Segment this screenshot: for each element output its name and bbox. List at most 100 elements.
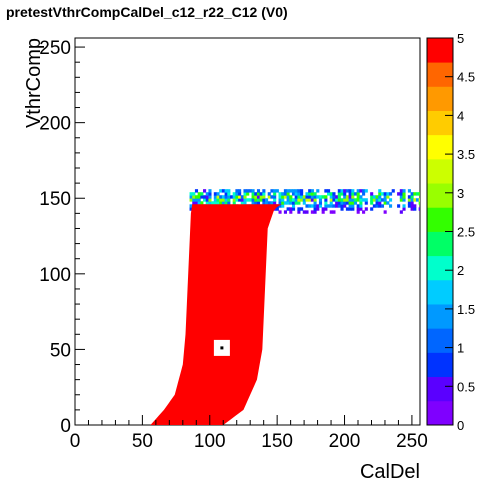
heatmap-cell bbox=[224, 192, 228, 196]
heatmap-cell bbox=[297, 195, 301, 199]
heatmap-cell bbox=[256, 195, 261, 199]
heatmap-cell bbox=[337, 189, 341, 193]
heatmap-cell bbox=[203, 195, 207, 199]
heatmap-cell bbox=[248, 198, 252, 202]
heatmap-cell bbox=[291, 189, 296, 193]
heatmap-cell bbox=[227, 189, 231, 193]
heatmap-cell bbox=[337, 201, 341, 205]
heatmap-cell bbox=[219, 195, 223, 199]
heatmap-cell bbox=[235, 192, 239, 196]
palette-swatch bbox=[427, 328, 453, 353]
heatmap-cell bbox=[351, 192, 355, 196]
heatmap-cell bbox=[286, 195, 290, 199]
heatmap-cell bbox=[205, 198, 209, 202]
heatmap-cell bbox=[329, 192, 333, 196]
heatmap-cell bbox=[270, 201, 274, 205]
heatmap-cell bbox=[410, 195, 414, 199]
heatmap-cell bbox=[345, 207, 349, 211]
heatmap-cell bbox=[275, 189, 279, 193]
heatmap-cell bbox=[362, 210, 366, 214]
heatmap-cell bbox=[232, 198, 236, 202]
heatmap-cell bbox=[337, 198, 341, 202]
palette-swatch bbox=[427, 231, 453, 257]
heatmap-cell bbox=[281, 198, 285, 202]
heatmap-cell bbox=[343, 198, 347, 202]
palette-swatch bbox=[427, 62, 453, 87]
heatmap-cell bbox=[254, 192, 258, 196]
heatmap-cell bbox=[383, 195, 387, 199]
heatmap-cell bbox=[402, 198, 406, 202]
heatmap-cell bbox=[227, 192, 231, 196]
heatmap-cell bbox=[203, 189, 207, 193]
heatmap-cell bbox=[359, 198, 363, 202]
heatmap-cell bbox=[243, 195, 247, 199]
heatmap-cell bbox=[364, 189, 368, 193]
heatmap-cell bbox=[343, 204, 347, 208]
heatmap-cell bbox=[200, 201, 204, 205]
heatmap-cell bbox=[418, 192, 420, 196]
heatmap-cell bbox=[265, 201, 269, 205]
heatmap-cell bbox=[189, 204, 193, 208]
palette-swatch bbox=[427, 38, 453, 63]
heatmap-cell bbox=[348, 189, 352, 193]
heatmap-cell bbox=[278, 210, 282, 214]
heatmap-cell bbox=[310, 192, 314, 196]
y-axis-label: VthrComp bbox=[23, 38, 45, 128]
heatmap-cell bbox=[324, 195, 328, 199]
heatmap-cell bbox=[240, 201, 244, 205]
heatmap-cell bbox=[353, 198, 358, 202]
heatmap-cell bbox=[359, 189, 363, 193]
heatmap-cell bbox=[235, 195, 239, 199]
heatmap-cell bbox=[318, 201, 323, 205]
heatmap-cell bbox=[278, 204, 282, 208]
heatmap-cell bbox=[189, 195, 193, 199]
heatmap-cell bbox=[240, 198, 244, 202]
heatmap-cell bbox=[289, 207, 293, 211]
heatmap-cell bbox=[318, 198, 323, 202]
heatmap-cell bbox=[327, 189, 331, 193]
heatmap-cell bbox=[205, 192, 209, 196]
heatmap-cell bbox=[256, 198, 261, 202]
palette-tick-label: 4 bbox=[457, 108, 464, 123]
palette-swatch bbox=[427, 400, 453, 426]
heatmap-cell bbox=[281, 195, 285, 199]
heatmap-cell bbox=[410, 204, 414, 208]
heatmap-cell bbox=[308, 195, 312, 199]
heatmap-cell bbox=[375, 198, 379, 202]
x-tick-label: 250 bbox=[396, 431, 428, 452]
heatmap-cell bbox=[351, 195, 355, 199]
palette-tick-label: 5 bbox=[457, 31, 464, 46]
heatmap-cell bbox=[211, 201, 215, 205]
heatmap-cell bbox=[219, 198, 223, 202]
heatmap-cell bbox=[316, 207, 320, 211]
heatmap-cell bbox=[418, 207, 420, 211]
heatmap-cell bbox=[378, 201, 382, 205]
heatmap-cell bbox=[262, 192, 266, 196]
marker-point bbox=[220, 346, 224, 350]
heatmap-cell bbox=[415, 198, 420, 202]
heatmap-cell bbox=[194, 189, 199, 193]
heatmap-cell bbox=[332, 204, 336, 208]
heatmap-cell bbox=[380, 192, 385, 196]
heatmap-cell bbox=[402, 189, 406, 193]
heatmap-cell bbox=[370, 192, 374, 196]
heatmap-cell bbox=[243, 192, 247, 196]
heatmap-cell bbox=[248, 189, 252, 193]
heatmap-cell bbox=[289, 198, 293, 202]
heatmap-cell bbox=[240, 195, 244, 199]
palette-swatch bbox=[427, 86, 453, 111]
palette-swatch bbox=[427, 255, 453, 281]
heatmap-cell bbox=[221, 195, 225, 199]
heatmap-cell bbox=[399, 195, 403, 199]
heatmap-cell bbox=[386, 195, 390, 199]
heatmap-cell bbox=[300, 207, 304, 211]
heatmap-cell bbox=[286, 201, 290, 205]
heatmap-cell bbox=[246, 189, 250, 193]
heatmap-cell bbox=[219, 201, 223, 205]
heatmap-cell bbox=[291, 192, 296, 196]
heatmap-cell bbox=[399, 192, 403, 196]
heatmap-cell bbox=[273, 198, 277, 202]
x-tick-label: 200 bbox=[329, 431, 361, 452]
heatmap-cell bbox=[375, 204, 379, 208]
